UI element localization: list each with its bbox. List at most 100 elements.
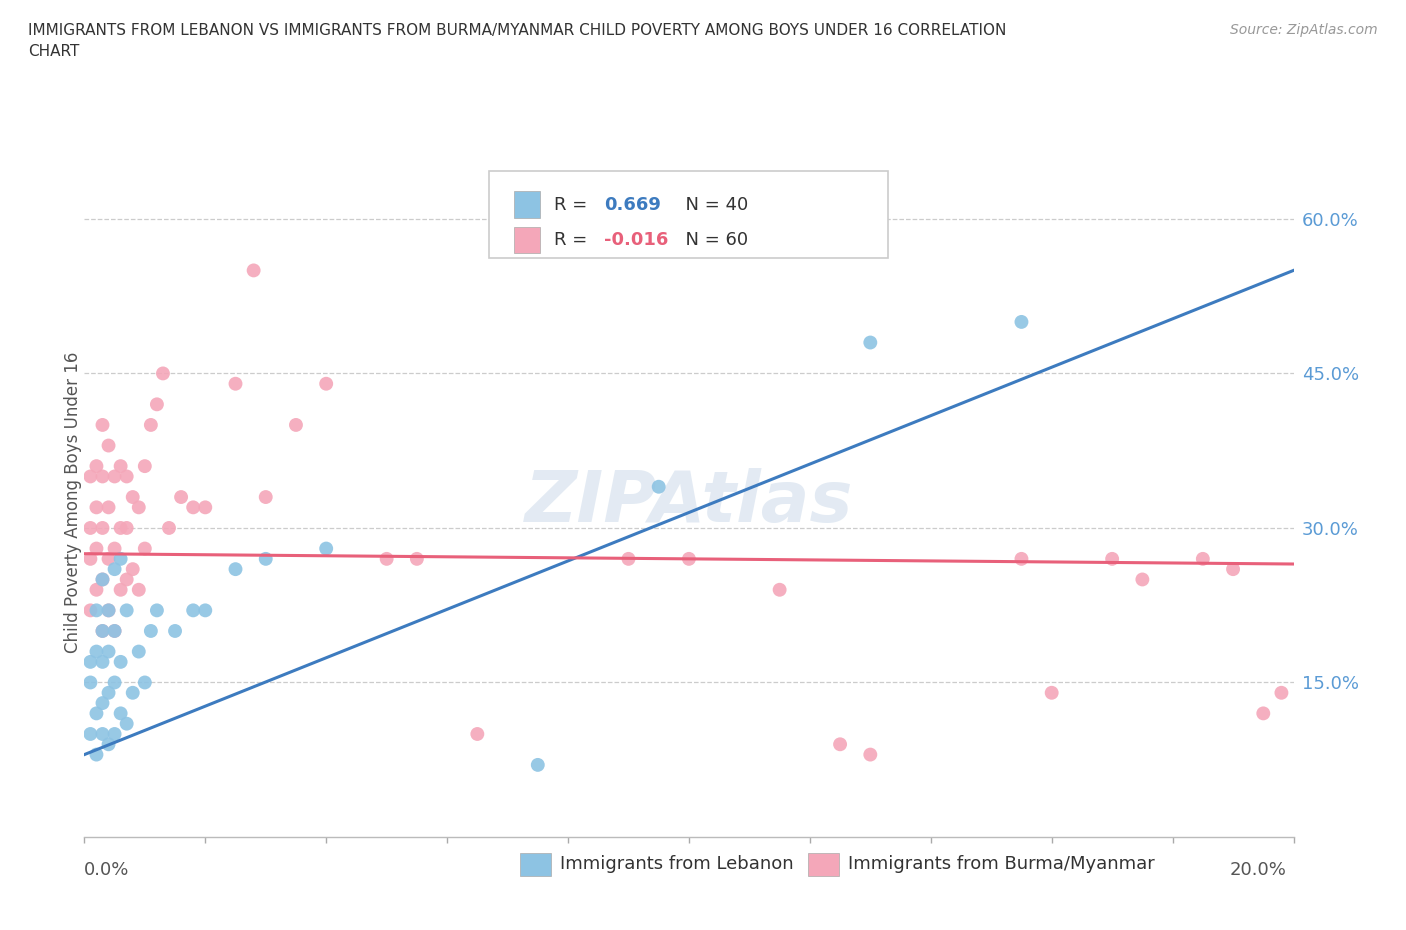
Point: [128, 582, 150, 597]
Point: [121, 562, 143, 577]
Point: [91, 696, 114, 711]
Point: [79, 551, 101, 566]
Point: [375, 551, 398, 566]
Point: [86, 603, 108, 618]
Point: [146, 397, 169, 412]
Text: 0.669: 0.669: [605, 195, 661, 214]
Point: [134, 675, 156, 690]
Point: [104, 726, 127, 741]
Text: N = 60: N = 60: [675, 231, 748, 249]
Point: [1270, 685, 1292, 700]
Point: [859, 747, 882, 762]
Point: [315, 377, 337, 392]
Point: [91, 655, 114, 670]
Point: [1253, 706, 1275, 721]
Point: [110, 706, 132, 721]
Text: Source: ZipAtlas.com: Source: ZipAtlas.com: [1230, 23, 1378, 37]
Point: [91, 469, 114, 484]
Point: [79, 603, 101, 618]
Point: [830, 737, 852, 751]
Point: [225, 562, 247, 577]
Point: [79, 655, 101, 670]
Point: [194, 500, 217, 515]
Point: [242, 263, 264, 278]
Point: [86, 582, 108, 597]
Point: [285, 418, 308, 432]
Point: [181, 603, 204, 618]
Point: [1040, 685, 1063, 700]
Point: [79, 521, 101, 536]
Point: [121, 489, 143, 504]
Text: ZIPAtlas: ZIPAtlas: [524, 468, 853, 537]
Point: [1130, 572, 1153, 587]
Point: [110, 521, 132, 536]
Point: [254, 551, 277, 566]
Point: [91, 623, 114, 638]
Point: [769, 582, 792, 597]
FancyBboxPatch shape: [489, 171, 889, 258]
Point: [86, 644, 108, 659]
Point: [104, 541, 127, 556]
Point: [406, 551, 429, 566]
Point: [678, 551, 700, 566]
Point: [86, 541, 108, 556]
Point: [121, 685, 143, 700]
Point: [648, 479, 671, 494]
Point: [110, 551, 132, 566]
Point: [1011, 314, 1033, 329]
Point: [97, 603, 120, 618]
Point: [134, 541, 156, 556]
Point: [170, 489, 193, 504]
Point: [115, 572, 138, 587]
Point: [79, 726, 101, 741]
Point: [86, 458, 108, 473]
Text: R =: R =: [554, 231, 592, 249]
Point: [115, 469, 138, 484]
Point: [91, 572, 114, 587]
Point: [79, 469, 101, 484]
Text: IMMIGRANTS FROM LEBANON VS IMMIGRANTS FROM BURMA/MYANMAR CHILD POVERTY AMONG BOY: IMMIGRANTS FROM LEBANON VS IMMIGRANTS FR…: [28, 23, 1007, 60]
Point: [225, 377, 247, 392]
Point: [110, 458, 132, 473]
Point: [86, 500, 108, 515]
Point: [104, 675, 127, 690]
Point: [115, 716, 138, 731]
Point: [146, 603, 169, 618]
Point: [1011, 551, 1033, 566]
Point: [91, 521, 114, 536]
Point: [181, 500, 204, 515]
Point: [104, 469, 127, 484]
Text: R =: R =: [554, 195, 592, 214]
Point: [97, 603, 120, 618]
Text: Immigrants from Burma/Myanmar: Immigrants from Burma/Myanmar: [848, 856, 1154, 873]
Point: [194, 603, 217, 618]
Point: [110, 655, 132, 670]
Point: [91, 418, 114, 432]
Point: [86, 706, 108, 721]
Point: [97, 644, 120, 659]
Text: Immigrants from Lebanon: Immigrants from Lebanon: [560, 856, 793, 873]
Point: [115, 603, 138, 618]
Text: 0.0%: 0.0%: [84, 860, 129, 879]
Point: [139, 418, 162, 432]
Text: N = 40: N = 40: [675, 195, 748, 214]
Point: [97, 438, 120, 453]
Point: [467, 726, 489, 741]
Point: [79, 675, 101, 690]
Point: [110, 582, 132, 597]
Point: [97, 500, 120, 515]
Text: -0.016: -0.016: [605, 231, 669, 249]
Point: [254, 489, 277, 504]
Point: [1192, 551, 1215, 566]
Point: [859, 335, 882, 350]
Point: [97, 685, 120, 700]
Point: [86, 747, 108, 762]
Point: [139, 623, 162, 638]
Point: [128, 644, 150, 659]
Text: 20.0%: 20.0%: [1230, 860, 1286, 879]
Point: [97, 737, 120, 751]
Point: [315, 541, 337, 556]
Bar: [513, 192, 540, 218]
Point: [527, 757, 550, 772]
Point: [152, 366, 174, 381]
